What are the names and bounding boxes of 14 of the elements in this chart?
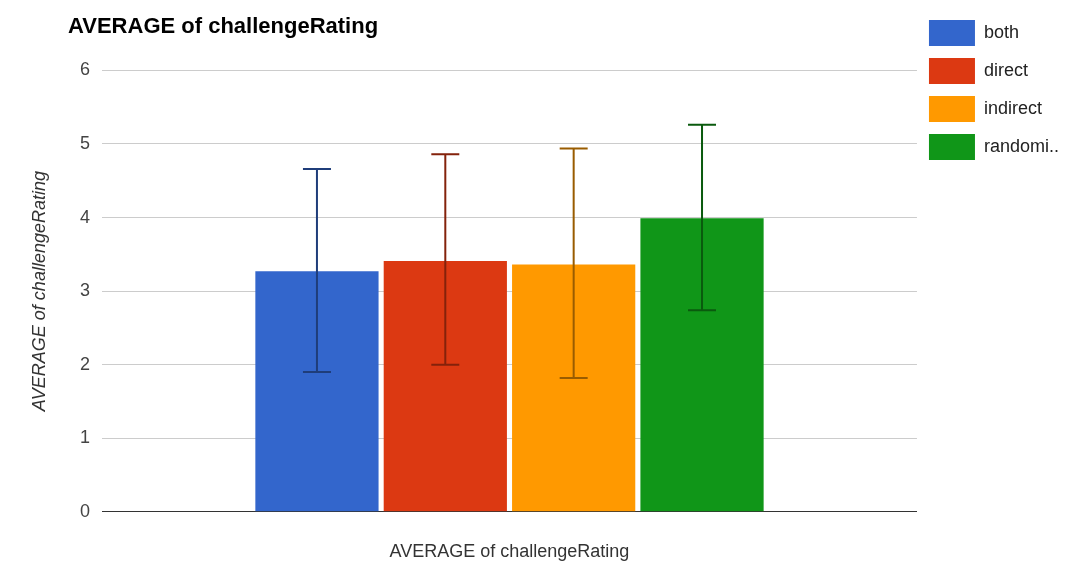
x-axis-title: AVERAGE of challengeRating bbox=[389, 541, 630, 562]
y-tick-label: 1 bbox=[80, 427, 91, 448]
y-tick-label: 0 bbox=[80, 500, 91, 521]
y-tick-label: 5 bbox=[80, 132, 91, 153]
legend-label: direct bbox=[983, 59, 1028, 80]
y-tick-label: 6 bbox=[80, 59, 91, 80]
y-axis-title: AVERAGE of challengeRating bbox=[29, 171, 49, 413]
y-tick-label: 4 bbox=[80, 206, 91, 227]
y-tick-label: 2 bbox=[80, 353, 91, 374]
legend-label: both bbox=[983, 21, 1020, 42]
chart-title: AVERAGE of challengeRating bbox=[68, 13, 379, 39]
legend-label: indirect bbox=[983, 97, 1042, 118]
y-tick-label: 3 bbox=[80, 280, 91, 301]
legend-label: randomi.. bbox=[983, 135, 1060, 156]
